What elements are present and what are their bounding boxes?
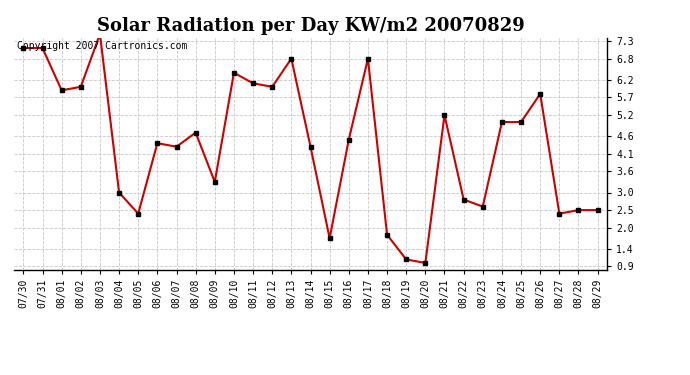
Title: Solar Radiation per Day KW/m2 20070829: Solar Radiation per Day KW/m2 20070829 bbox=[97, 16, 524, 34]
Text: Copyright 2007 Cartronics.com: Copyright 2007 Cartronics.com bbox=[17, 41, 187, 51]
